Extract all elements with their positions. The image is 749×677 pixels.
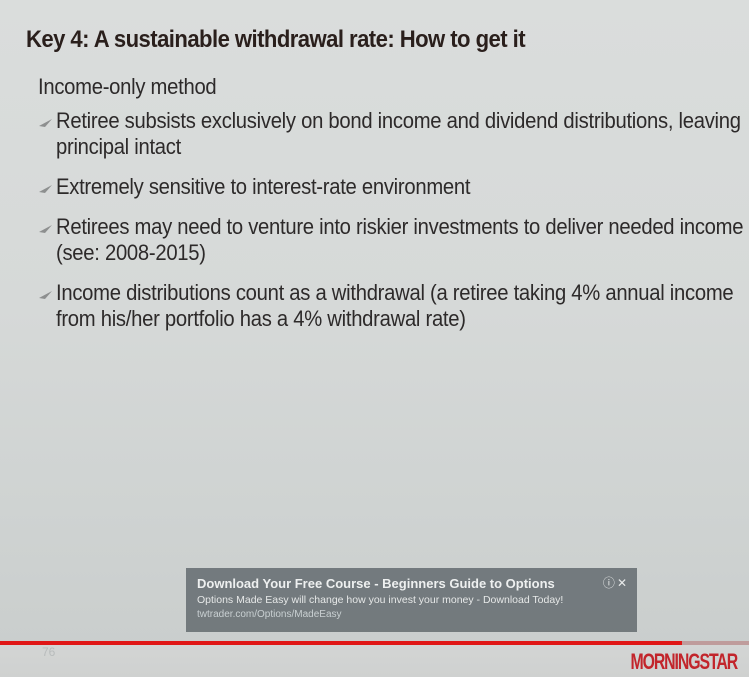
slide-footer: 76 MORNINGSTAR	[0, 645, 749, 677]
list-item: Retiree subsists exclusively on bond inc…	[38, 108, 741, 160]
arrow-bullet-icon	[39, 185, 52, 193]
bullet-list: Retiree subsists exclusively on bond inc…	[38, 108, 744, 346]
slide-subhead: Income-only method	[38, 74, 217, 99]
list-item: Income distributions count as a withdraw…	[38, 280, 738, 332]
progress-fill	[0, 641, 682, 645]
arrow-bullet-icon	[39, 291, 52, 299]
list-item: Extremely sensitive to interest-rate env…	[38, 174, 738, 200]
close-icon[interactable]: ✕	[616, 576, 629, 590]
ad-headline[interactable]: Download Your Free Course - Beginners Gu…	[197, 576, 555, 591]
arrow-bullet-icon	[39, 119, 52, 127]
ad-overlay[interactable]: Download Your Free Course - Beginners Gu…	[186, 568, 637, 632]
page-number: 76	[42, 645, 56, 659]
bullet-text: Income distributions count as a withdraw…	[56, 280, 734, 331]
progress-bar[interactable]	[0, 641, 749, 645]
bullet-text: Retiree subsists exclusively on bond inc…	[56, 108, 741, 159]
bullet-text: Extremely sensitive to interest-rate env…	[56, 174, 471, 199]
morningstar-logo: MORNINGSTAR	[630, 649, 738, 674]
slide-title: Key 4: A sustainable withdrawal rate: Ho…	[26, 26, 526, 53]
list-item: Retirees may need to venture into riskie…	[38, 214, 744, 266]
bullet-text: Retirees may need to venture into riskie…	[56, 214, 744, 265]
info-icon[interactable]: ⓘ	[602, 576, 617, 590]
arrow-bullet-icon	[39, 225, 52, 233]
ad-description[interactable]: Options Made Easy will change how you in…	[197, 594, 564, 606]
ad-url[interactable]: twtrader.com/Options/MadeEasy	[197, 609, 342, 620]
